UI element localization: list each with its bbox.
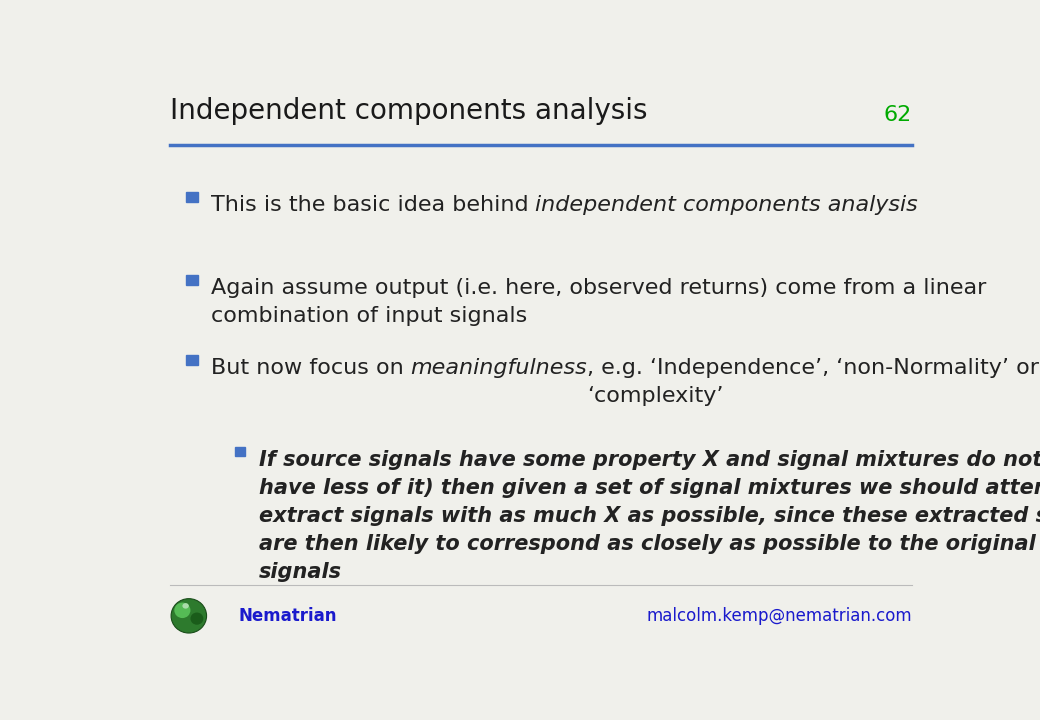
- Text: But now focus on: But now focus on: [211, 358, 411, 378]
- Ellipse shape: [182, 603, 189, 608]
- Text: , e.g. ‘Independence’, ‘non-Normality’ or
‘complexity’: , e.g. ‘Independence’, ‘non-Normality’ o…: [588, 358, 1039, 406]
- Text: independent components analysis: independent components analysis: [536, 194, 918, 215]
- Ellipse shape: [175, 603, 190, 618]
- Bar: [186, 355, 198, 365]
- Ellipse shape: [172, 598, 207, 633]
- Bar: [186, 192, 198, 202]
- Bar: [186, 275, 198, 285]
- Ellipse shape: [190, 613, 204, 625]
- Text: This is the basic idea behind: This is the basic idea behind: [211, 194, 536, 215]
- Text: If source signals have some property X and signal mixtures do not (or
have less : If source signals have some property X a…: [259, 449, 1040, 582]
- Text: 62: 62: [884, 105, 912, 125]
- Text: Again assume output (i.e. here, observed returns) come from a linear
combination: Again assume output (i.e. here, observed…: [211, 278, 986, 325]
- Text: Independent components analysis: Independent components analysis: [171, 97, 648, 125]
- Text: Nematrian: Nematrian: [239, 607, 337, 625]
- Bar: [235, 447, 245, 456]
- Text: meaningfulness: meaningfulness: [411, 358, 588, 378]
- Text: malcolm.kemp@nematrian.com: malcolm.kemp@nematrian.com: [646, 607, 912, 625]
